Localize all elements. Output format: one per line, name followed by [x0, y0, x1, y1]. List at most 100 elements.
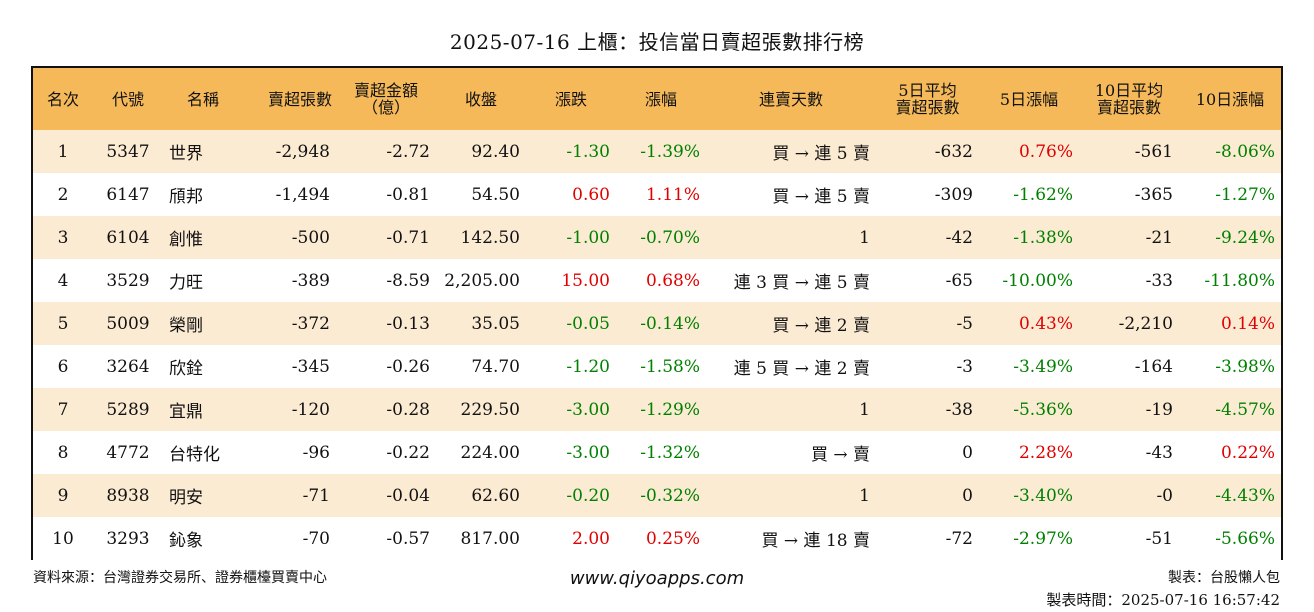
cell-change: 2.00: [526, 517, 616, 560]
ranking-table: 名次 代號 名稱 賣超張數 賣超金額 （億） 收盤 漲跌 漲幅 連賣天數 5日平均 賣超張數 5日漲幅 1…: [33, 68, 1281, 560]
cell-change: 15.00: [526, 259, 616, 302]
cell-net-lots: -120: [243, 388, 336, 431]
cell-pct10: 0.22%: [1179, 431, 1281, 474]
column-header-change: 漲跌: [526, 68, 616, 130]
column-header-label: 5日漲幅: [999, 89, 1059, 109]
cell-change-pct: -0.14%: [616, 302, 706, 345]
cell-rank: 3: [33, 216, 93, 259]
cell-code: 5009: [93, 302, 163, 345]
cell-net-lots: -389: [243, 259, 336, 302]
ranking-table-container: 名次 代號 名稱 賣超張數 賣超金額 （億） 收盤 漲跌 漲幅 連賣天數 5日平均 賣超張數 5日漲幅 1…: [31, 66, 1283, 560]
column-header-label: 名稱: [186, 89, 219, 109]
cell-net-lots: -372: [243, 302, 336, 345]
cell-streak: 連 5 買 → 連 2 賣: [706, 345, 876, 388]
column-header-label: 漲幅: [644, 89, 677, 109]
site-url[interactable]: www.qiyoapps.com: [569, 568, 745, 589]
column-header-net-lots: 賣超張數: [243, 68, 336, 130]
cell-pct10: -4.43%: [1179, 474, 1281, 517]
table-row: 3 6104 創惟 -500 -0.71 142.50 -1.00 -0.70% 1 -42 -1.…: [33, 216, 1281, 259]
cell-close: 224.00: [436, 431, 526, 474]
cell-change-pct: -0.70%: [616, 216, 706, 259]
column-header-label: 連賣天數: [758, 89, 823, 109]
cell-pct10: -11.80%: [1179, 259, 1281, 302]
cell-streak: 買 → 連 5 賣: [706, 130, 876, 173]
cell-change: -1.20: [526, 345, 616, 388]
cell-pct5: 2.28%: [979, 431, 1079, 474]
cell-close: 2,205.00: [436, 259, 526, 302]
maker-credit: 製表：台股懶人包: [1168, 570, 1280, 586]
cell-code: 6147: [93, 173, 163, 216]
cell-code: 5289: [93, 388, 163, 431]
cell-pct10: -1.27%: [1179, 173, 1281, 216]
table-row: 4 3529 力旺 -389 -8.59 2,205.00 15.00 0.68% 連 3 買 …: [33, 259, 1281, 302]
column-header-label: 收盤: [464, 89, 497, 109]
cell-avg5: -72: [876, 517, 979, 560]
cell-streak: 買 → 賣: [706, 431, 876, 474]
cell-rank: 10: [33, 517, 93, 560]
cell-avg10: -19: [1079, 388, 1179, 431]
cell-close: 92.40: [436, 130, 526, 173]
cell-pct5: -3.40%: [979, 474, 1079, 517]
cell-avg10: -2,210: [1079, 302, 1179, 345]
cell-net-amount: -0.22: [336, 431, 436, 474]
cell-net-amount: -0.28: [336, 388, 436, 431]
column-header-code: 代號: [93, 68, 163, 130]
cell-avg10: -561: [1079, 130, 1179, 173]
cell-close: 142.50: [436, 216, 526, 259]
cell-name: 力旺: [163, 259, 243, 302]
cell-net-amount: -8.59: [336, 259, 436, 302]
cell-pct5: 0.76%: [979, 130, 1079, 173]
cell-streak: 連 3 買 → 連 5 賣: [706, 259, 876, 302]
cell-name: 欣銓: [163, 345, 243, 388]
cell-change: -0.05: [526, 302, 616, 345]
cell-code: 8938: [93, 474, 163, 517]
cell-change-pct: -1.32%: [616, 431, 706, 474]
cell-close: 54.50: [436, 173, 526, 216]
column-header-label: 10日漲幅: [1195, 89, 1265, 109]
cell-net-amount: -0.57: [336, 517, 436, 560]
column-header-sublabel: （億）: [361, 98, 410, 117]
table-row: 7 5289 宜鼎 -120 -0.28 229.50 -3.00 -1.29% 1 -38 -5.…: [33, 388, 1281, 431]
cell-avg5: -38: [876, 388, 979, 431]
column-header-change-pct: 漲幅: [616, 68, 706, 130]
cell-pct5: -1.38%: [979, 216, 1079, 259]
cell-avg5: -42: [876, 216, 979, 259]
cell-name: 創惟: [163, 216, 243, 259]
cell-rank: 7: [33, 388, 93, 431]
cell-net-amount: -0.26: [336, 345, 436, 388]
cell-change: 0.60: [526, 173, 616, 216]
column-header-label: 漲跌: [554, 89, 587, 109]
cell-close: 62.60: [436, 474, 526, 517]
cell-net-lots: -345: [243, 345, 336, 388]
cell-code: 3529: [93, 259, 163, 302]
cell-pct5: 0.43%: [979, 302, 1079, 345]
cell-streak: 買 → 連 2 賣: [706, 302, 876, 345]
column-header-avg5: 5日平均 賣超張數: [876, 68, 979, 130]
cell-net-amount: -0.04: [336, 474, 436, 517]
cell-name: 頎邦: [163, 173, 243, 216]
page-title: 2025-07-16 上櫃：投信當日賣超張數排行榜: [449, 30, 865, 54]
cell-change-pct: -1.29%: [616, 388, 706, 431]
column-header-pct10: 10日漲幅: [1179, 68, 1281, 130]
cell-name: 台特化: [163, 431, 243, 474]
cell-net-amount: -0.81: [336, 173, 436, 216]
column-header-name: 名稱: [163, 68, 243, 130]
cell-avg10: -51: [1079, 517, 1179, 560]
cell-pct10: -3.98%: [1179, 345, 1281, 388]
cell-rank: 2: [33, 173, 93, 216]
cell-net-lots: -71: [243, 474, 336, 517]
cell-code: 4772: [93, 431, 163, 474]
cell-pct10: 0.14%: [1179, 302, 1281, 345]
column-header-label: 賣超張數: [267, 89, 332, 109]
cell-change-pct: 1.11%: [616, 173, 706, 216]
cell-code: 3293: [93, 517, 163, 560]
column-header-close: 收盤: [436, 68, 526, 130]
cell-avg5: -632: [876, 130, 979, 173]
cell-pct10: -9.24%: [1179, 216, 1281, 259]
cell-net-amount: -2.72: [336, 130, 436, 173]
cell-net-lots: -1,494: [243, 173, 336, 216]
table-row: 10 3293 鈊象 -70 -0.57 817.00 2.00 0.25% 買 → 連 18 …: [33, 517, 1281, 560]
table-header-row: 名次 代號 名稱 賣超張數 賣超金額 （億） 收盤 漲跌 漲幅 連賣天數 5日平均 賣超張數 5日漲幅 1…: [33, 68, 1281, 130]
cell-avg10: -0: [1079, 474, 1179, 517]
